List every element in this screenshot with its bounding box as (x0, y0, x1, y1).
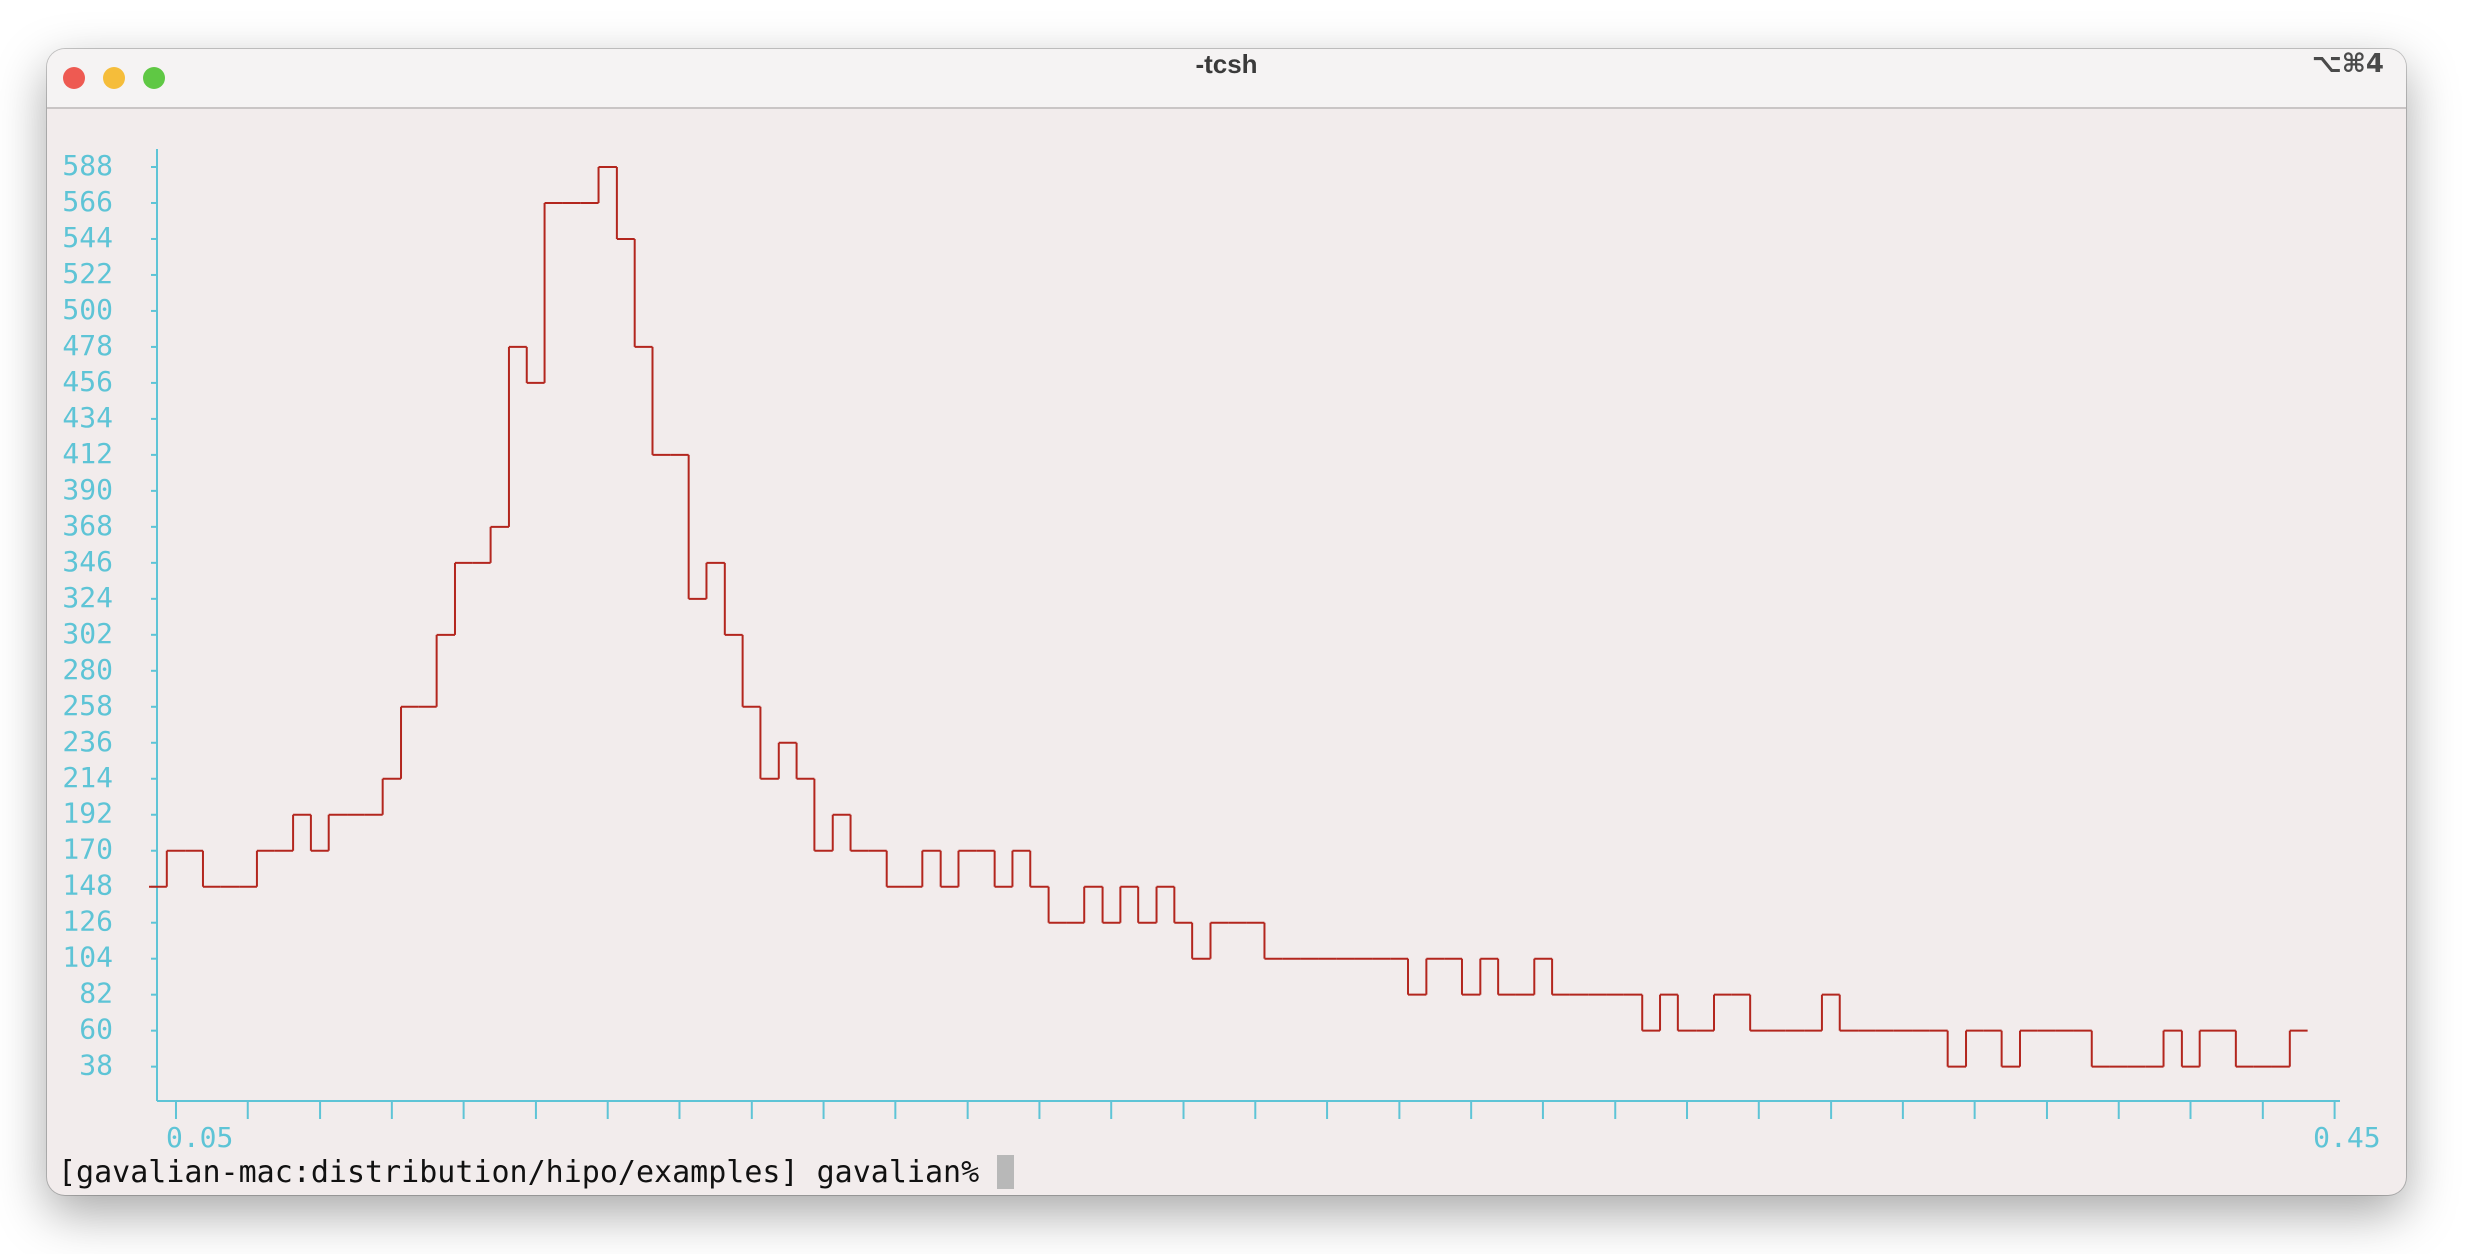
y-tick-label: 38 (79, 1049, 113, 1082)
prompt-text: [gavalian-mac:distribution/hipo/examples… (58, 1155, 980, 1190)
y-tick-label: 434 (62, 401, 113, 434)
y-tick-label: 346 (62, 545, 113, 578)
minimize-button[interactable] (103, 67, 125, 89)
title-bar: -tcsh ⌥⌘4 (47, 49, 2406, 109)
y-tick-label: 412 (62, 437, 113, 470)
cursor (997, 1155, 1015, 1189)
y-tick-label: 148 (62, 869, 113, 902)
y-tick-label: 522 (62, 257, 113, 290)
y-tick-label: 214 (62, 761, 113, 794)
y-tick-label: 192 (62, 797, 113, 830)
y-tick-label: 82 (79, 977, 113, 1010)
y-tick-label: 236 (62, 725, 113, 758)
y-tick-label: 302 (62, 617, 113, 650)
prompt: [gavalian-mac:distribution/hipo/examples… (58, 1155, 1015, 1190)
y-tick-label: 60 (79, 1013, 113, 1046)
shortcut: ⌥⌘4 (2311, 49, 2384, 79)
y-tick-label: 390 (62, 473, 113, 506)
y-tick-label: 126 (62, 905, 113, 938)
x-tick-label: 0.05 (166, 1121, 233, 1154)
y-tick-label: 588 (62, 149, 113, 182)
y-tick-label: 170 (62, 833, 113, 866)
y-tick-label: 280 (62, 653, 113, 686)
chart: 3860821041261481701922142362582803023243… (62, 149, 2380, 1154)
window-title: -tcsh (1195, 49, 1258, 79)
y-tick-label: 324 (62, 581, 113, 614)
y-tick-label: 544 (62, 221, 113, 254)
y-tick-label: 566 (62, 185, 113, 218)
zoom-button[interactable] (143, 67, 165, 89)
x-tick-label: 0.45 (2313, 1121, 2380, 1154)
y-tick-label: 456 (62, 365, 113, 398)
y-tick-label: 368 (62, 509, 113, 542)
y-tick-label: 478 (62, 329, 113, 362)
y-tick-label: 500 (62, 293, 113, 326)
terminal-window: -tcsh ⌥⌘4 38 60 82 104 126 148 170 192 214 236 258… (47, 49, 2406, 1195)
y-tick-label: 104 (62, 941, 113, 974)
close-button[interactable] (63, 67, 85, 89)
y-tick-label: 258 (62, 689, 113, 722)
